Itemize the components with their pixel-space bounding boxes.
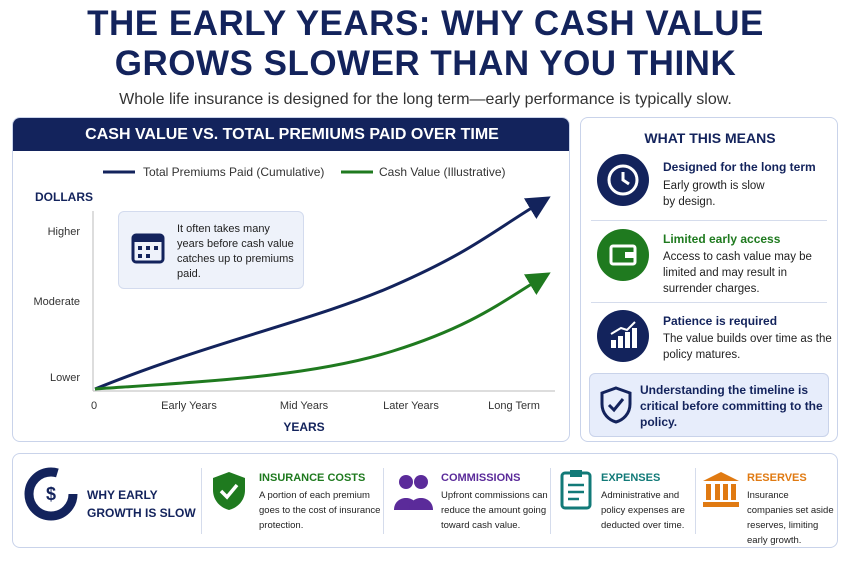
divider [201, 468, 202, 534]
item-heading: Patience is required [663, 314, 778, 328]
bank-icon [703, 472, 739, 507]
chart-panel: CASH VALUE VS. TOTAL PREMIUMS PAID OVER … [12, 117, 570, 442]
item-heading: Designed for the long term [663, 160, 816, 174]
subtitle: Whole life insurance is designed for the… [119, 91, 732, 108]
legend-label: Cash Value (Illustrative) [379, 165, 506, 179]
section-text: Insurance companies set aside reserves, … [747, 490, 834, 546]
title-line: GROWS SLOWER THAN YOU THINK [114, 44, 737, 83]
callout-text: Understanding the timeline is critical b… [640, 383, 823, 429]
x-axis-title: YEARS [283, 420, 324, 434]
section-heading: RESERVES [747, 472, 807, 484]
dollar-icon: $ [24, 467, 78, 521]
shield-check-icon [213, 472, 245, 510]
people-icon [394, 475, 433, 510]
svg-text:$: $ [46, 484, 56, 504]
side-title: WHAT THIS MEANS [644, 130, 776, 146]
divider [550, 468, 551, 534]
cash-value-line [94, 272, 551, 391]
divider [591, 220, 827, 221]
x-label: 0 [91, 400, 97, 412]
section-text: Administrative and policy expenses are d… [601, 490, 685, 531]
divider [695, 468, 696, 534]
y-label: Moderate [34, 296, 80, 308]
side-panel: WHAT THIS MEANS Designed for the long te… [580, 117, 838, 442]
item-text: The value builds over time as the policy… [663, 333, 832, 361]
shield-icon [600, 386, 632, 424]
divider [383, 468, 384, 534]
section-heading: EXPENSES [601, 472, 661, 484]
growth-icon [597, 310, 649, 362]
premiums-line [94, 196, 551, 391]
divider [591, 302, 827, 303]
y-label: Higher [48, 226, 81, 238]
title-line: THE EARLY YEARS: WHY CASH VALUE [87, 4, 764, 43]
clock-icon [597, 154, 649, 206]
chart-title: CASH VALUE VS. TOTAL PREMIUMS PAID OVER … [13, 118, 569, 151]
bottom-title: WHY EARLY GROWTH IS SLOW [87, 488, 196, 520]
item-text: Early growth is slow by design. [663, 180, 765, 208]
callout: Understanding the timeline is critical b… [589, 373, 829, 437]
section-heading: INSURANCE COSTS [259, 472, 366, 484]
section-text: Upfront commissions can reduce the amoun… [441, 490, 548, 531]
section-text: A portion of each premium goes to the co… [259, 490, 381, 531]
note-box: It often takes many years before cash va… [118, 211, 304, 289]
x-label: Mid Years [280, 400, 329, 412]
x-label: Early Years [161, 400, 217, 412]
legend-label: Total Premiums Paid (Cumulative) [143, 165, 324, 179]
x-label: Later Years [383, 400, 439, 412]
x-label: Long Term [488, 400, 540, 412]
wallet-icon [597, 229, 649, 281]
y-label: Lower [50, 372, 80, 384]
calendar-icon [131, 233, 165, 264]
item-heading: Limited early access [663, 232, 781, 246]
section-heading: COMMISSIONS [441, 472, 521, 484]
clipboard-icon [560, 470, 592, 510]
chart: Total Premiums Paid (Cumulative) Cash Va… [34, 165, 555, 434]
note-text: It often takes many years before cash va… [177, 223, 294, 280]
item-text: Access to cash value may be limited and … [663, 251, 812, 295]
bottom-panel: $ WHY EARLY GROWTH IS SLOW INSURANCE COS… [12, 453, 838, 548]
y-axis-title: DOLLARS [35, 190, 93, 204]
